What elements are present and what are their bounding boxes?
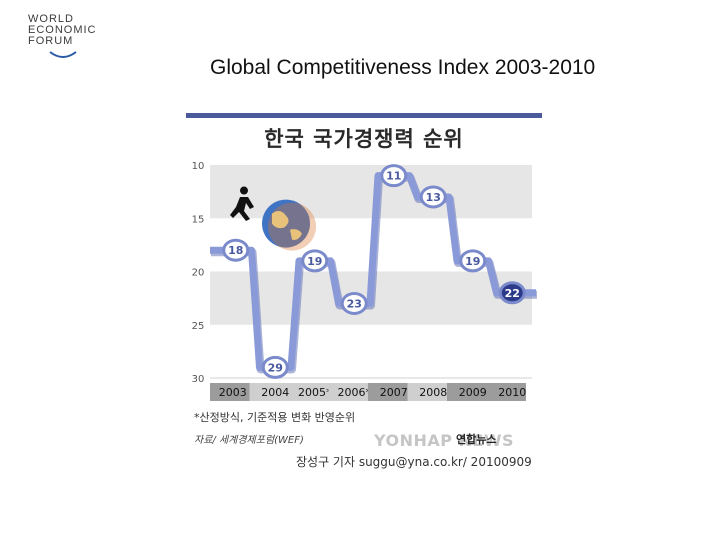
chart-card: 10 15 20 25 30 2003 2004 2005* 2006* 2007 2008 2009… (186, 113, 542, 473)
x-tick-label: 2006* (338, 386, 372, 399)
data-point-marker (459, 249, 487, 273)
data-point-marker (498, 281, 526, 305)
year-cell (249, 383, 289, 401)
grid-band (210, 165, 532, 219)
logo-line-3: FORUM (28, 35, 74, 47)
year-cell (289, 383, 329, 401)
year-cell (368, 383, 408, 401)
data-point-marker (340, 291, 368, 315)
data-label: 22 (505, 287, 520, 300)
logo-line-2: ECONOMIC (28, 24, 97, 36)
year-cell (407, 383, 447, 401)
data-label: 13 (426, 191, 441, 204)
data-label: 11 (386, 170, 401, 183)
x-tick-label: 2007 (380, 386, 408, 399)
data-point-marker (222, 238, 250, 262)
logo-swoosh-icon (49, 51, 77, 58)
chart-footnote: *산정방식, 기준적용 변화 반영순위 (194, 411, 356, 424)
chart-title: 한국 국가경쟁력 순위 (264, 127, 464, 151)
x-tick-label: 2005* (298, 386, 332, 399)
chart-credit: 장성구 기자 suggu@yna.co.kr/ 20100909 (296, 455, 532, 469)
data-point-marker (261, 355, 289, 379)
data-label: 29 (268, 361, 283, 374)
y-tick-label: 10 (192, 161, 205, 172)
agency-name: 연합뉴스 (456, 433, 497, 446)
year-cell (328, 383, 368, 401)
x-tick-label: 2008 (419, 386, 447, 399)
data-point-marker (419, 185, 447, 209)
data-label: 19 (307, 255, 322, 268)
watermark: YONHAP NEWS (374, 431, 515, 450)
x-tick-label: 2004 (261, 386, 289, 399)
globe-continent-icon (272, 211, 289, 229)
slide-title: Global Competitiveness Index 2003-2010 (210, 56, 596, 79)
ranking-chart: 10 15 20 25 30 2003 2004 2005* 2006* 2007 2008 2009… (186, 113, 542, 403)
data-label: 18 (228, 244, 243, 257)
y-tick-label: 15 (192, 214, 205, 225)
data-label: 19 (465, 255, 480, 268)
y-tick-label: 25 (192, 321, 205, 332)
y-tick-label: 30 (192, 374, 205, 385)
year-cell (210, 383, 256, 401)
x-tick-label: 2009 (459, 386, 487, 399)
x-tick-label: 2003 (219, 386, 247, 399)
runner-body-icon (230, 196, 254, 221)
year-cell (447, 383, 487, 401)
logo-line-1: WORLD (28, 13, 74, 25)
data-label: 23 (347, 297, 362, 310)
x-tick-label: 2010 (498, 386, 526, 399)
data-point-marker (380, 164, 408, 188)
chart-header-bar (186, 113, 542, 118)
wef-logo: WORLD ECONOMIC FORUM (28, 14, 108, 60)
data-point-marker (301, 249, 329, 273)
chart-source: 자료/ 세계경제포럼(WEF) (194, 435, 304, 446)
y-tick-label: 20 (192, 268, 205, 279)
runner-icon (240, 186, 248, 195)
globe-continent-icon (290, 229, 302, 240)
year-cell (486, 383, 526, 401)
